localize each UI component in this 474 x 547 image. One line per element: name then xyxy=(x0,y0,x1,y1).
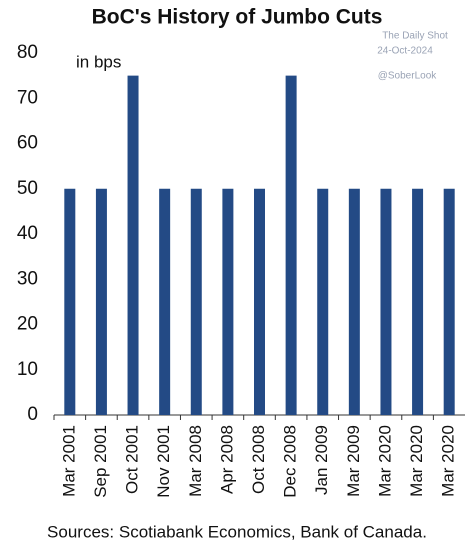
y-tick-label: 20 xyxy=(17,314,38,335)
y-tick-label: 10 xyxy=(17,359,38,380)
bar xyxy=(348,188,360,415)
bar xyxy=(64,188,76,415)
y-tick-label: 70 xyxy=(17,87,38,108)
bar xyxy=(317,188,329,415)
x-tick-label: Dec 2008 xyxy=(281,425,300,498)
y-tick-label: 50 xyxy=(17,178,38,199)
source-note: Sources: Scotiabank Economics, Bank of C… xyxy=(47,522,427,541)
bar xyxy=(95,188,107,415)
x-tick-label: Nov 2001 xyxy=(154,425,173,498)
watermark: The Daily Shot xyxy=(382,31,448,42)
y-tick-label: 80 xyxy=(17,42,38,63)
bar xyxy=(222,188,234,415)
bar xyxy=(159,188,171,415)
bar xyxy=(443,188,455,415)
bar xyxy=(254,188,265,415)
bar xyxy=(380,188,392,415)
watermark: 24-Oct-2024 xyxy=(377,46,433,57)
bar xyxy=(285,75,297,415)
x-tick-label: Mar 2008 xyxy=(186,425,205,497)
y-tick-label: 60 xyxy=(17,133,38,154)
y-tick-label: 40 xyxy=(17,223,38,244)
x-tick-label: Mar 2020 xyxy=(439,425,458,497)
x-tick-label: Sep 2001 xyxy=(91,425,110,498)
x-tick-label: Mar 2020 xyxy=(407,425,426,497)
watermark: @SoberLook xyxy=(378,71,438,82)
y-tick-label: 0 xyxy=(27,404,38,425)
y-tick-label: 30 xyxy=(17,268,38,289)
x-tick-label: Oct 2001 xyxy=(123,425,142,494)
x-tick-label: Mar 2001 xyxy=(59,425,78,497)
bar xyxy=(127,75,139,415)
x-tick-label: Oct 2008 xyxy=(249,425,268,494)
x-tick-label: Mar 2020 xyxy=(375,425,394,497)
x-tick-label: Mar 2009 xyxy=(344,425,363,497)
annotation: in bps xyxy=(76,52,121,71)
bar xyxy=(190,188,202,415)
chart-title: BoC's History of Jumbo Cuts xyxy=(92,6,383,29)
x-tick-label: Jan 2009 xyxy=(312,425,331,495)
x-tick-label: Apr 2008 xyxy=(217,425,236,494)
bar xyxy=(412,188,424,415)
